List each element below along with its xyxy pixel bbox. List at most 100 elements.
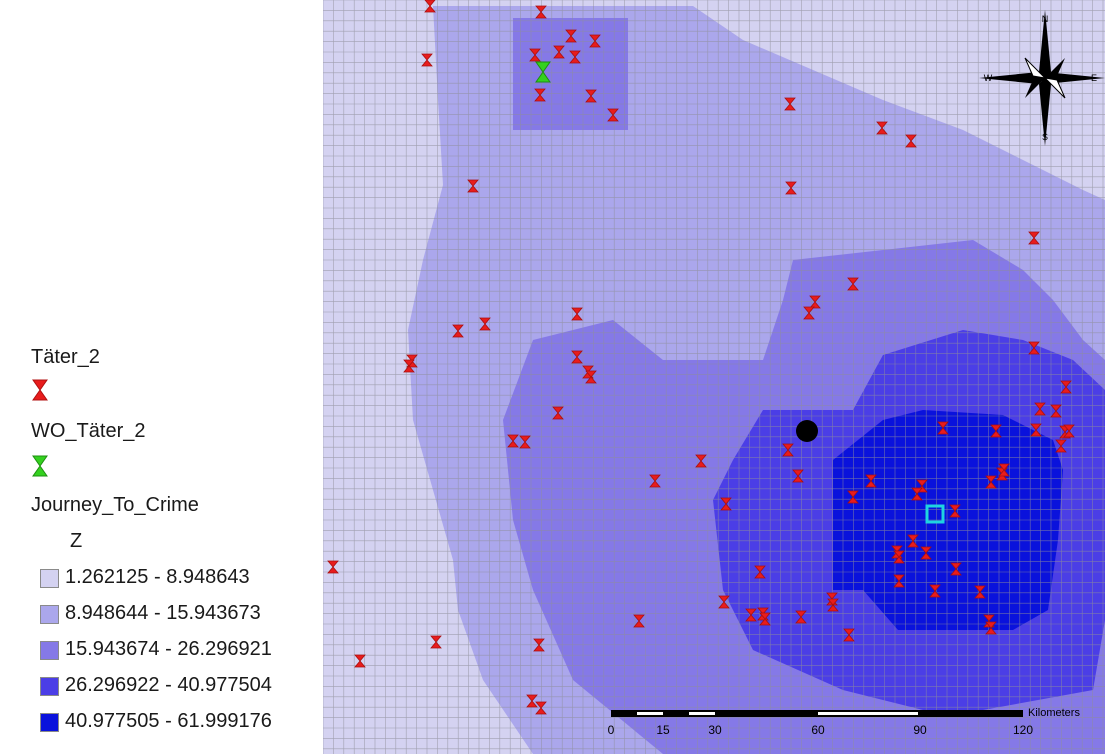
offender-marker[interactable] xyxy=(847,277,859,291)
offender-marker[interactable] xyxy=(905,134,917,148)
offender-marker-icon xyxy=(32,379,48,401)
offender-marker[interactable] xyxy=(585,370,597,384)
offender-marker[interactable] xyxy=(998,463,1010,477)
legend-class-3-label: 15.943674 - 26.296921 xyxy=(65,638,272,660)
offender-marker[interactable] xyxy=(421,53,433,67)
offender-marker[interactable] xyxy=(519,435,531,449)
offender-marker[interactable] xyxy=(974,585,986,599)
offender-marker[interactable] xyxy=(607,108,619,122)
offender-marker[interactable] xyxy=(847,490,859,504)
legend-home-layer-title: WO_Täter_2 xyxy=(31,420,146,442)
offender-marker[interactable] xyxy=(535,5,547,19)
offender-marker[interactable] xyxy=(649,474,661,488)
offender-marker[interactable] xyxy=(529,48,541,62)
offender-marker[interactable] xyxy=(990,424,1002,438)
offender-marker[interactable] xyxy=(467,179,479,193)
offender-marker[interactable] xyxy=(1060,380,1072,394)
scale-tick-60: 60 xyxy=(811,723,825,737)
offender-marker[interactable] xyxy=(571,307,583,321)
offender-marker[interactable] xyxy=(876,121,888,135)
offender-marker[interactable] xyxy=(843,628,855,642)
offender-marker[interactable] xyxy=(893,550,905,564)
legend-class-5-swatch xyxy=(40,713,59,732)
offender-marker[interactable] xyxy=(809,295,821,309)
offender-marker[interactable] xyxy=(553,45,565,59)
offender-marker[interactable] xyxy=(507,434,519,448)
offender-marker[interactable] xyxy=(479,317,491,331)
offender-home-marker[interactable] xyxy=(535,61,551,83)
north-letter: N xyxy=(1042,14,1049,24)
scale-tick-30: 30 xyxy=(708,723,722,737)
legend-class-5-label: 40.977505 - 61.999176 xyxy=(65,710,272,732)
offender-marker[interactable] xyxy=(792,469,804,483)
offender-marker[interactable] xyxy=(745,608,757,622)
estimated-home-location[interactable] xyxy=(925,504,945,524)
legend-class-1-label: 1.262125 - 8.948643 xyxy=(65,566,250,588)
legend-class-4-swatch xyxy=(40,677,59,696)
offender-marker[interactable] xyxy=(535,701,547,715)
offender-marker[interactable] xyxy=(452,324,464,338)
offender-marker[interactable] xyxy=(718,595,730,609)
scale-tick-0: 0 xyxy=(608,723,615,737)
offender-marker[interactable] xyxy=(1030,423,1042,437)
legend-class-3-swatch xyxy=(40,641,59,660)
offender-marker[interactable] xyxy=(759,612,771,626)
offender-marker[interactable] xyxy=(1028,341,1040,355)
offender-marker[interactable] xyxy=(865,474,877,488)
offender-marker[interactable] xyxy=(534,88,546,102)
offender-marker[interactable] xyxy=(1055,439,1067,453)
offender-marker[interactable] xyxy=(754,565,766,579)
offender-marker[interactable] xyxy=(571,350,583,364)
offender-marker[interactable] xyxy=(782,443,794,457)
south-letter: S xyxy=(1042,132,1048,142)
offender-marker[interactable] xyxy=(950,562,962,576)
offender-marker[interactable] xyxy=(1050,404,1062,418)
offender-markers xyxy=(327,0,1075,715)
offender-marker[interactable] xyxy=(1063,424,1075,438)
offender-marker[interactable] xyxy=(920,546,932,560)
offender-marker[interactable] xyxy=(784,97,796,111)
offender-marker[interactable] xyxy=(985,475,997,489)
offender-marker[interactable] xyxy=(403,359,415,373)
offender-marker[interactable] xyxy=(937,421,949,435)
offender-marker[interactable] xyxy=(589,34,601,48)
offender-marker[interactable] xyxy=(949,504,961,518)
east-letter: E xyxy=(1091,73,1097,83)
west-letter: W xyxy=(984,73,993,83)
offender-marker[interactable] xyxy=(929,584,941,598)
north-arrow: N S E W xyxy=(979,10,1105,146)
map-legend: Täter_2 WO_Täter_2 Journey_To_Crime Z 1.… xyxy=(0,0,320,754)
scale-unit-label: Kilometers xyxy=(1028,707,1080,719)
offender-marker[interactable] xyxy=(633,614,645,628)
legend-class-2-swatch xyxy=(40,605,59,624)
offender-marker[interactable] xyxy=(695,454,707,468)
offender-marker[interactable] xyxy=(803,306,815,320)
offender-marker[interactable] xyxy=(354,654,366,668)
offender-marker[interactable] xyxy=(569,50,581,64)
offender-marker[interactable] xyxy=(526,694,538,708)
offender-marker[interactable] xyxy=(893,574,905,588)
offender-marker[interactable] xyxy=(327,560,339,574)
offender-marker[interactable] xyxy=(720,497,732,511)
scale-tick-15: 15 xyxy=(656,723,670,737)
home-marker-icon xyxy=(32,455,48,477)
legend-class-4-label: 26.296922 - 40.977504 xyxy=(65,674,272,696)
offender-marker[interactable] xyxy=(795,610,807,624)
offender-marker[interactable] xyxy=(985,621,997,635)
offender-marker[interactable] xyxy=(552,406,564,420)
offender-marker[interactable] xyxy=(907,534,919,548)
grid-lines xyxy=(323,0,1105,754)
offender-marker[interactable] xyxy=(1028,231,1040,245)
offender-marker[interactable] xyxy=(424,0,436,13)
centroid-point[interactable] xyxy=(796,420,818,442)
offender-marker[interactable] xyxy=(585,89,597,103)
journey-to-crime-map[interactable]: N S E W 0 15 30 60 90 120 Kilometers xyxy=(323,0,1105,754)
raster-grid xyxy=(323,0,1105,754)
offender-marker[interactable] xyxy=(785,181,797,195)
offender-marker[interactable] xyxy=(533,638,545,652)
offender-marker[interactable] xyxy=(565,29,577,43)
offender-marker[interactable] xyxy=(430,635,442,649)
offender-marker[interactable] xyxy=(911,487,923,501)
offender-marker[interactable] xyxy=(827,598,839,612)
offender-marker[interactable] xyxy=(1034,402,1046,416)
